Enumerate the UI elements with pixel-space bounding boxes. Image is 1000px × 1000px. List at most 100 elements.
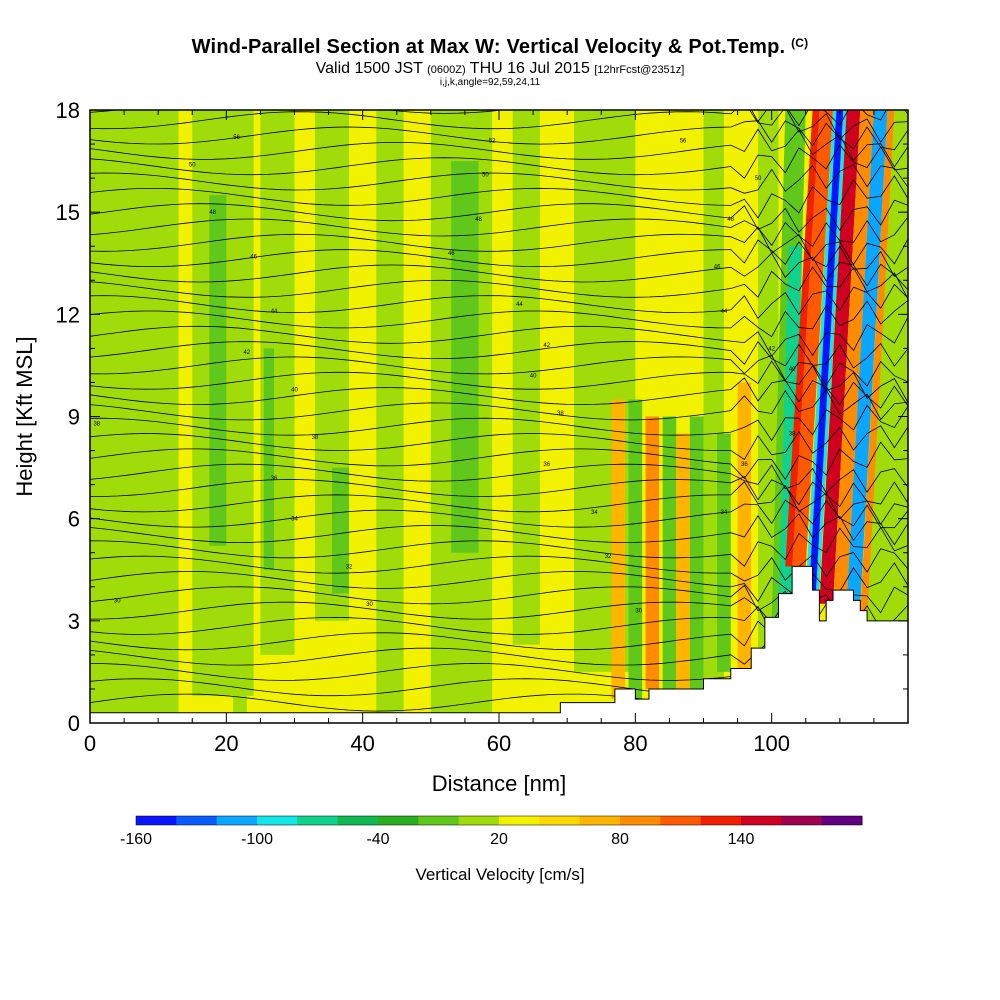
theta-contour xyxy=(90,175,908,219)
contour-label: 38 xyxy=(93,421,100,427)
y-axis-label: Height [Kft MSL] xyxy=(12,336,37,496)
x-tick-label: 80 xyxy=(623,731,647,756)
terrain-profile xyxy=(89,565,909,724)
theta-contour xyxy=(90,283,908,319)
contour-label: 48 xyxy=(727,217,734,223)
contour-label: 34 xyxy=(291,517,298,523)
theta-contour xyxy=(90,513,908,546)
velocity-band xyxy=(819,110,861,604)
contour-label: 40 xyxy=(291,387,298,393)
theta-contour xyxy=(90,164,908,194)
colorbar-swatch xyxy=(741,816,782,825)
velocity-band xyxy=(833,110,874,604)
chart-subtitle: Valid 1500 JST (0600Z) THU 16 Jul 2015 [… xyxy=(315,60,685,77)
y-tick-label: 9 xyxy=(68,405,80,430)
contour-label: 50 xyxy=(189,162,196,168)
velocity-band xyxy=(209,195,227,546)
theta-contour xyxy=(90,441,908,480)
theta-contour xyxy=(90,562,908,603)
theta-contour xyxy=(90,377,908,409)
velocity-band xyxy=(846,110,888,604)
theta-contour xyxy=(90,317,908,357)
colorbar-tick-label: -40 xyxy=(366,831,389,848)
colorbar-swatch xyxy=(821,816,863,825)
contour-label: 44 xyxy=(516,302,523,308)
colorbar-swatch xyxy=(337,816,379,825)
theta-contour xyxy=(90,389,908,421)
x-tick-label: 40 xyxy=(350,731,374,756)
theta-contour xyxy=(90,425,908,460)
colorbar-swatch xyxy=(660,816,702,825)
theta-contour xyxy=(90,499,908,529)
y-tick-label: 18 xyxy=(56,98,80,123)
colorbar-tick-label: 140 xyxy=(728,831,755,848)
contour-label: 32 xyxy=(605,554,612,560)
velocity-band xyxy=(90,110,179,713)
contour-label: 48 xyxy=(209,210,216,216)
colorbar-swatch xyxy=(579,816,621,825)
theta-contour xyxy=(90,526,908,567)
chart-indices: i,j,k,angle=92,59,24,11 xyxy=(439,77,541,88)
colorbar-frame xyxy=(135,815,863,826)
theta-contour xyxy=(90,216,908,247)
y-tick-label: 3 xyxy=(68,609,80,634)
colorbar-swatch xyxy=(378,816,419,825)
theta-contour xyxy=(90,463,908,494)
colorbar-tick-label: -100 xyxy=(241,831,273,848)
velocity-band xyxy=(809,110,844,591)
theta-contour xyxy=(90,266,908,300)
x-tick-label: 60 xyxy=(487,731,511,756)
velocity-band xyxy=(717,433,731,672)
contour-label: 46 xyxy=(714,265,721,271)
colorbar-tick-label: 80 xyxy=(611,831,629,848)
colorbar: -160 -100 -40 20 80 140 Vertical Velocity [cm/… xyxy=(120,815,863,884)
velocity-band xyxy=(376,110,404,713)
contour-label: 44 xyxy=(271,309,278,315)
x-axis-label: Distance [nm] xyxy=(432,771,567,796)
contour-label: 42 xyxy=(543,343,550,349)
theta-contour xyxy=(90,360,908,403)
contour-label: 30 xyxy=(366,602,373,608)
contour-label: 50 xyxy=(755,176,762,182)
contour-label: 34 xyxy=(721,510,728,516)
theta-contour xyxy=(90,341,908,369)
colorbar-swatch xyxy=(781,816,823,825)
velocity-band xyxy=(662,416,677,689)
contour-label: 56 xyxy=(680,139,687,145)
contour-labels: 56 52 56 50 50 50 48 48 48 46 46 46 44 44 44 42 42 42 40 40… xyxy=(93,135,796,614)
contour-label: 42 xyxy=(768,346,775,352)
colorbar-swatch xyxy=(257,816,298,825)
x-tick-label: 20 xyxy=(214,731,238,756)
contour-label: 38 xyxy=(312,435,319,441)
y-tick-label: 6 xyxy=(68,507,80,532)
colorbar-swatch xyxy=(418,816,460,825)
velocity-band xyxy=(628,399,643,700)
colorbar-swatch xyxy=(499,816,540,825)
theta-contour xyxy=(90,300,908,338)
contour-label: 40 xyxy=(789,367,796,373)
contour-label: 38 xyxy=(789,432,796,438)
colorbar-swatch xyxy=(539,816,581,825)
theta-contour xyxy=(90,199,908,233)
contour-label: 30 xyxy=(114,598,121,604)
theta-contour xyxy=(90,226,908,266)
colorbar-swatch xyxy=(176,816,218,825)
y-tick-label: 0 xyxy=(68,711,80,736)
theta-contour xyxy=(90,584,908,618)
x-tick-label: 100 xyxy=(753,731,790,756)
theta-contour xyxy=(90,128,908,168)
contour-label: 36 xyxy=(543,462,550,468)
contour-label: 42 xyxy=(243,350,250,356)
colorbar-swatch xyxy=(297,816,339,825)
theta-contour xyxy=(90,548,908,582)
y-tick-label: 12 xyxy=(56,302,80,327)
colorbar-swatch xyxy=(620,816,661,825)
velocity-band xyxy=(737,382,752,669)
contour-label: 56 xyxy=(233,135,240,141)
velocity-band xyxy=(867,110,908,621)
velocity-band xyxy=(451,161,479,553)
velocity-band xyxy=(263,348,275,570)
chart-title: Wind-Parallel Section at Max W: Vertical… xyxy=(191,36,809,58)
